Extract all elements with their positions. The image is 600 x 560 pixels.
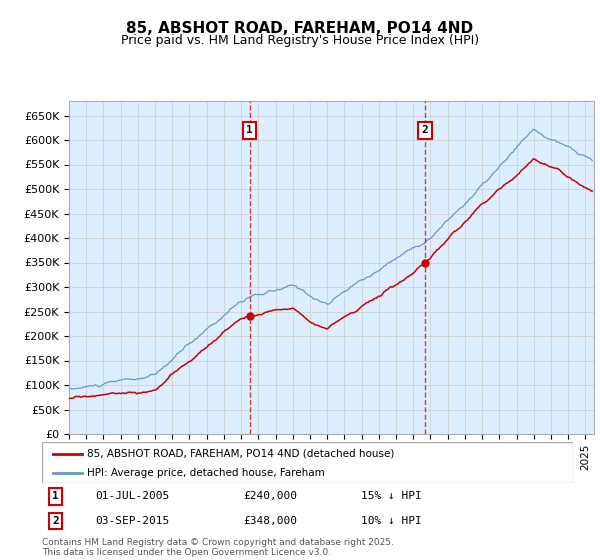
Text: Contains HM Land Registry data © Crown copyright and database right 2025.
This d: Contains HM Land Registry data © Crown c… — [42, 538, 394, 557]
Text: £240,000: £240,000 — [244, 491, 298, 501]
Text: 03-SEP-2015: 03-SEP-2015 — [95, 516, 169, 526]
Text: 85, ABSHOT ROAD, FAREHAM, PO14 4ND: 85, ABSHOT ROAD, FAREHAM, PO14 4ND — [127, 21, 473, 36]
Text: 15% ↓ HPI: 15% ↓ HPI — [361, 491, 421, 501]
Text: 85, ABSHOT ROAD, FAREHAM, PO14 4ND (detached house): 85, ABSHOT ROAD, FAREHAM, PO14 4ND (deta… — [87, 449, 395, 459]
Text: 2: 2 — [421, 125, 428, 135]
Text: 10% ↓ HPI: 10% ↓ HPI — [361, 516, 421, 526]
Text: HPI: Average price, detached house, Fareham: HPI: Average price, detached house, Fare… — [87, 468, 325, 478]
FancyBboxPatch shape — [42, 442, 573, 483]
Text: 1: 1 — [247, 125, 253, 135]
Text: Price paid vs. HM Land Registry's House Price Index (HPI): Price paid vs. HM Land Registry's House … — [121, 34, 479, 46]
Text: 01-JUL-2005: 01-JUL-2005 — [95, 491, 169, 501]
Text: 2: 2 — [52, 516, 59, 526]
Text: 1: 1 — [52, 491, 59, 501]
Text: £348,000: £348,000 — [244, 516, 298, 526]
